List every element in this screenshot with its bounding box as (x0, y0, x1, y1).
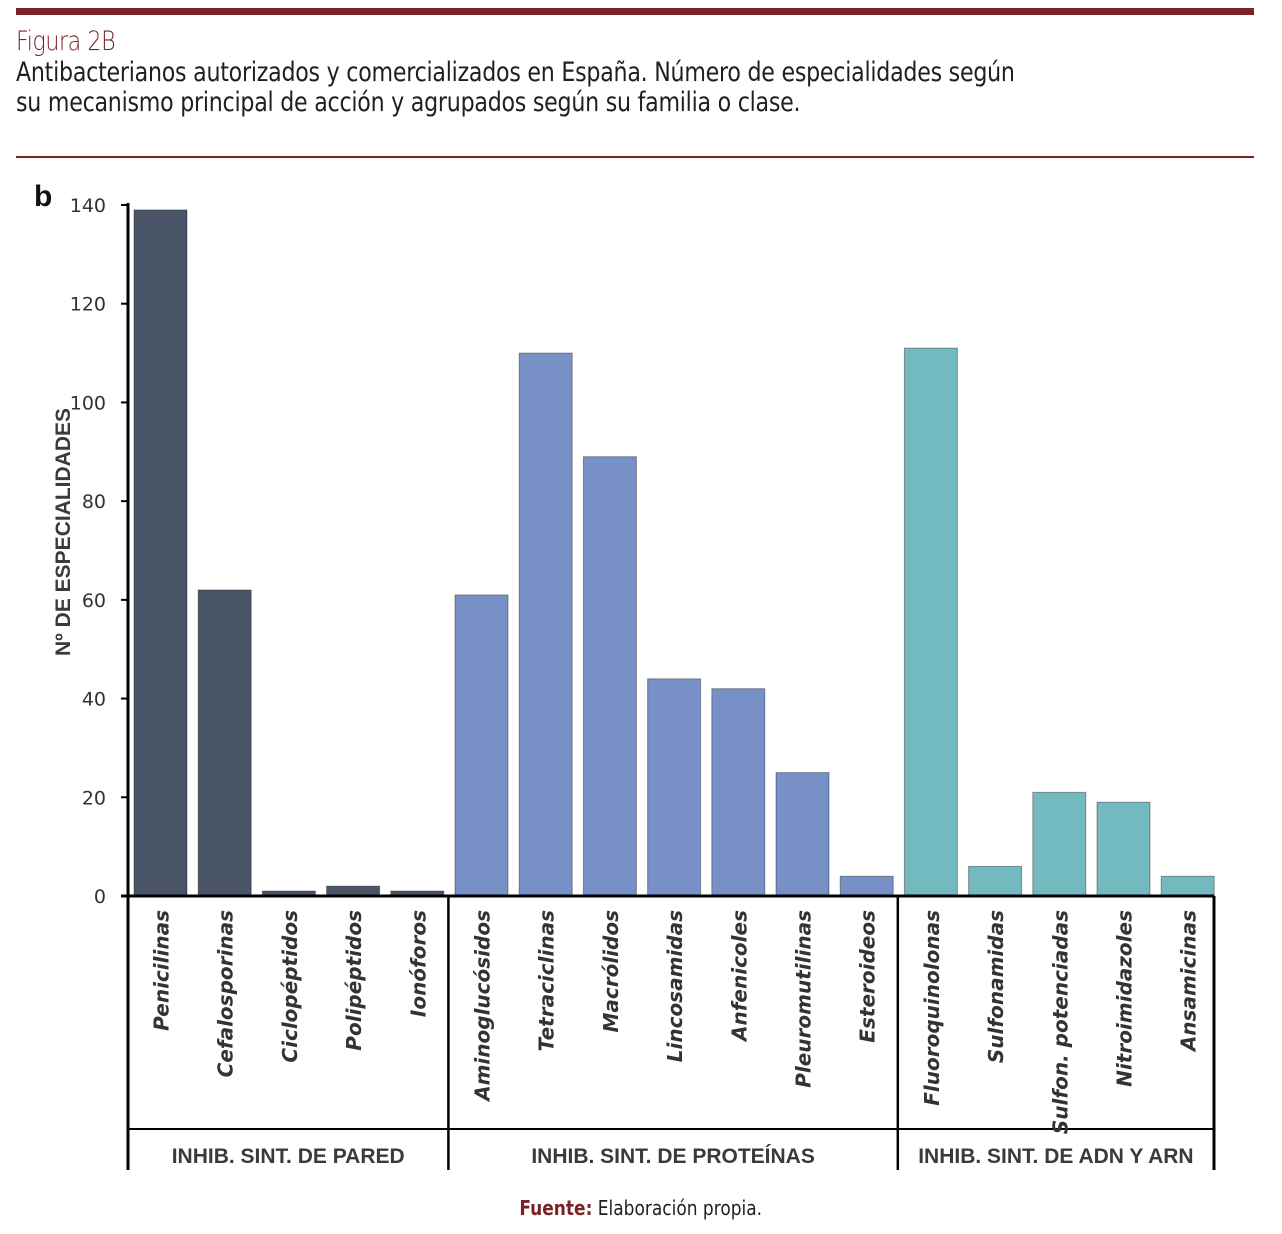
figure-title-line-1: Antibacterianos autorizados y comerciali… (16, 57, 1015, 88)
y-tick-label: 40 (82, 689, 106, 711)
x-tick-label: Polipéptidos (342, 910, 366, 1051)
y-tick-label: 100 (70, 392, 106, 414)
y-tick-label: 20 (82, 787, 106, 809)
source-label: Fuente: (519, 1196, 593, 1220)
bar-chart: 0 20 40 60 80 100 120 140 INHIB. SINT. DE PARED… (52, 195, 1216, 1170)
y-tick-label: 120 (70, 294, 106, 316)
bar-cefalosporinas (197, 589, 252, 897)
x-tick-label: Aminoglucósidos (471, 910, 495, 1103)
x-tick-label: Sulfon. potenciadas (1048, 910, 1072, 1134)
bar-sulfonamidas (968, 865, 1023, 897)
x-tick-label: Ansamicinas (1177, 910, 1201, 1053)
x-tick-label: Lincosamidas (663, 910, 687, 1062)
group-label: INHIB. SINT. DE ADN Y ARN (918, 1145, 1193, 1168)
y-axis-label: Nº DE ESPECIALIDADES (52, 408, 75, 656)
source-note: Fuente: Elaboración propia. (0, 1196, 1282, 1220)
x-tick-label: Penicilinas (150, 910, 174, 1031)
header-top-rule (16, 8, 1254, 15)
x-tick-label: Ciclopéptidos (278, 910, 302, 1063)
x-tick-label: Cefalosporinas (214, 910, 238, 1077)
x-tick-label: Fluoroquinolonas (920, 910, 944, 1106)
x-tick-label: Macrólidos (599, 910, 623, 1033)
category-table: INHIB. SINT. DE PARED INHIB. SINT. DE PRO… (121, 894, 1216, 1170)
bar-penicilinas (133, 209, 188, 897)
bar-sulfon-potenciadas (1032, 791, 1087, 897)
x-tick-label: Sulfonamidas (984, 910, 1008, 1063)
y-tick-label: 140 (70, 195, 106, 217)
bar-lincosamidas (647, 678, 702, 897)
bar-fluoroquinolonas (903, 347, 958, 897)
x-tick-label: Tetraciclinas (535, 910, 559, 1052)
bar-nitroimidazoles (1096, 801, 1151, 897)
figure-label: Figura 2B (16, 26, 116, 57)
x-tick-label: Ionóforos (406, 910, 430, 1017)
y-tick-label: 0 (94, 886, 106, 908)
x-tick-label: Esteroideos (856, 910, 880, 1043)
bars (133, 209, 1215, 897)
bar-anfenicoles (711, 688, 766, 897)
bar-esteroideos (839, 875, 894, 897)
y-axis: 0 20 40 60 80 100 120 140 (70, 195, 130, 908)
figure-title-line-2: su mecanismo principal de acción y agrup… (16, 87, 801, 118)
bar-aminogluc-sidos (454, 594, 509, 897)
y-tick-label: 60 (82, 590, 106, 612)
header-bottom-rule (16, 156, 1254, 158)
x-tick-label: Nitroimidazoles (1113, 910, 1137, 1087)
group-label: INHIB. SINT. DE PROTEÍNAS (531, 1145, 815, 1168)
x-tick-label: Anfenicoles (727, 910, 751, 1043)
source-text: Elaboración propia. (598, 1196, 763, 1220)
y-tick-label: 80 (82, 491, 106, 513)
figure-title: Antibacterianos autorizados y comerciali… (16, 58, 1015, 118)
bar-pleuromutilinas (775, 772, 830, 897)
panel-letter: b (34, 180, 53, 213)
bar-macr-lidos (582, 456, 637, 897)
bar-tetraciclinas (518, 352, 573, 897)
group-label: INHIB. SINT. DE PARED (172, 1145, 405, 1168)
x-tick-label: Pleuromutilinas (792, 910, 816, 1088)
bar-ansamicinas (1160, 875, 1215, 897)
